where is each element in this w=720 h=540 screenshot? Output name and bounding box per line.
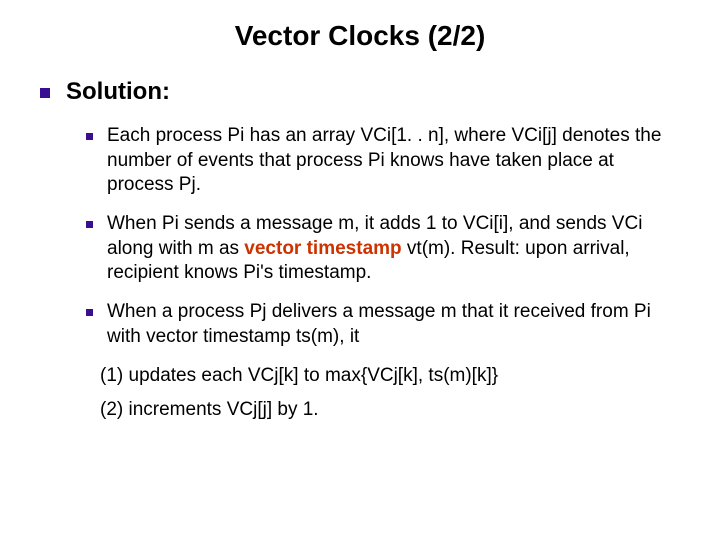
square-bullet-icon bbox=[86, 221, 93, 228]
slide: Vector Clocks (2/2) Solution: Each proce… bbox=[0, 0, 720, 540]
list-item-text: When Pi sends a message m, it adds 1 to … bbox=[107, 212, 680, 286]
heading-text: Solution: bbox=[66, 78, 170, 106]
steps: (1) updates each VCj[k] to max{VCj[k], t… bbox=[100, 364, 680, 423]
list-item: When Pi sends a message m, it adds 1 to … bbox=[86, 212, 680, 286]
list-item-text: Each process Pi has an array VCi[1. . n]… bbox=[107, 124, 680, 198]
square-bullet-icon bbox=[40, 88, 50, 98]
step-text: (1) updates each VCj[k] to max{VCj[k], t… bbox=[100, 364, 680, 389]
list-item: When a process Pj delivers a message m t… bbox=[86, 300, 680, 349]
list-item-text: When a process Pj delivers a message m t… bbox=[107, 300, 680, 349]
accent-text: vector timestamp bbox=[244, 238, 401, 259]
slide-title: Vector Clocks (2/2) bbox=[40, 20, 680, 52]
square-bullet-icon bbox=[86, 133, 93, 140]
body-list: Each process Pi has an array VCi[1. . n]… bbox=[86, 124, 680, 350]
heading-row: Solution: bbox=[40, 78, 680, 106]
square-bullet-icon bbox=[86, 309, 93, 316]
list-item: Each process Pi has an array VCi[1. . n]… bbox=[86, 124, 680, 198]
step-text: (2) increments VCj[j] by 1. bbox=[100, 398, 680, 423]
